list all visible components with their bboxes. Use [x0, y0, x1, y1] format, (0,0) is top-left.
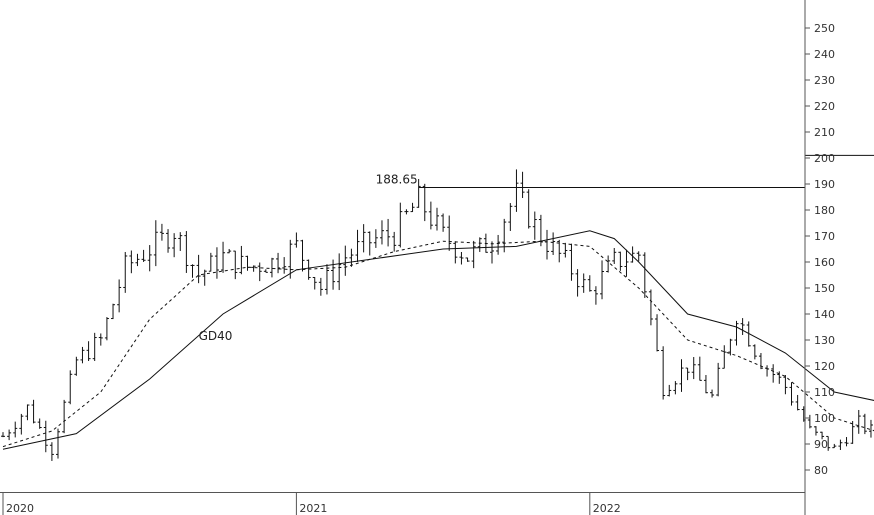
y-tick-label: 150	[814, 282, 835, 295]
y-tick-label: 90	[814, 438, 828, 451]
y-tick-label: 100	[814, 412, 835, 425]
y-tick-label: 80	[814, 464, 828, 477]
ohlc-bars	[1, 169, 873, 461]
x-tick-label: 2020	[6, 502, 34, 515]
y-tick-label: 220	[814, 100, 835, 113]
y-tick-label: 230	[814, 74, 835, 87]
y-tick-label: 120	[814, 360, 835, 373]
y-tick-label: 240	[814, 48, 835, 61]
x-tick-label: 2021	[299, 502, 327, 515]
gd40-label: GD40	[199, 329, 233, 343]
x-axis-ticks: 202020212022202320242025	[2, 492, 621, 515]
y-tick-label: 250	[814, 22, 835, 35]
y-tick-label: 140	[814, 308, 835, 321]
reference-lines: 188.65	[376, 154, 874, 189]
reference-line-label: 188.65	[376, 173, 418, 187]
moving-average-lines	[2, 230, 874, 450]
chart-annotations: GD40GD20	[199, 329, 233, 343]
y-tick-label: 190	[814, 178, 835, 191]
y-tick-label: 160	[814, 256, 835, 269]
y-tick-label: 210	[814, 126, 835, 139]
gd20-line	[2, 240, 874, 448]
y-tick-label: 180	[814, 204, 835, 217]
y-axis-ticks: 80 90 100 110 120 130 140 150 160 170 180 190 200 210…	[805, 22, 835, 477]
gd40-line	[2, 230, 874, 450]
axes	[0, 0, 806, 515]
y-tick-label: 130	[814, 334, 835, 347]
y-tick-label: 200	[814, 152, 835, 165]
y-tick-label: 110	[814, 386, 835, 399]
y-tick-label: 170	[814, 230, 835, 243]
x-tick-label: 2022	[593, 502, 621, 515]
